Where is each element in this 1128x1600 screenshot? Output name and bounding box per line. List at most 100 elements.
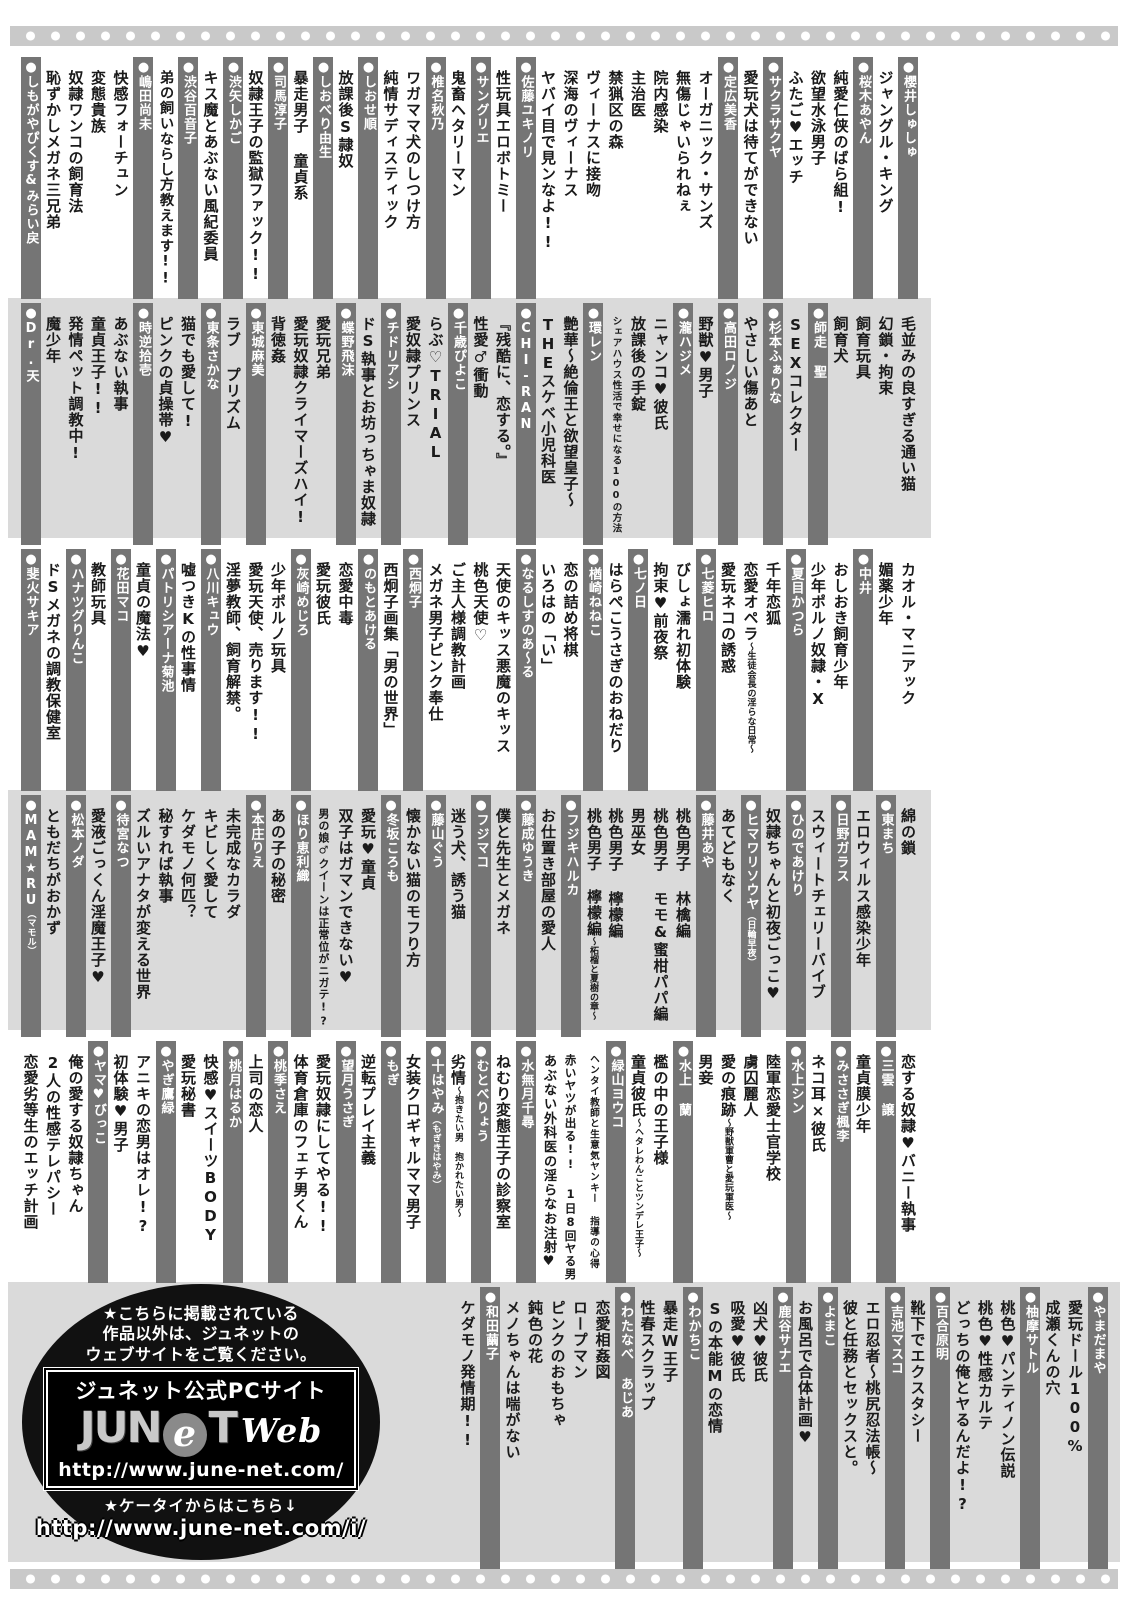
author-name: 楢崎ねねこ: [586, 567, 601, 637]
title-column: ズルいアナタが変える世界: [133, 795, 153, 1030]
author-name: 七ノ日: [631, 567, 646, 609]
title-text: 純情サディスティック: [381, 70, 400, 230]
title-column: アニキの恋男はオレ!?: [133, 1041, 153, 1276]
author-name: 望月うさぎ: [338, 1059, 354, 1129]
author-name: 杉本ふぁりな: [766, 321, 781, 405]
author-bar: 嶋田尚未: [133, 57, 153, 299]
title-text: 凶犬♥彼氏: [751, 1300, 769, 1383]
author-name: 藤山ぐう: [428, 813, 444, 869]
title-text: 暴走男子 童貞系: [291, 70, 310, 201]
title-column: ねむり変態王子の診察室: [493, 1041, 513, 1276]
title-text: 2人の性感テレパシー: [44, 1054, 62, 1217]
author-bar: 佐藤ユキノリ: [515, 57, 536, 299]
title-text: 奴隷ちゃんと初夜ごっこ♥: [764, 808, 782, 1003]
title-text: ケダモノ発情期!!: [458, 1300, 477, 1450]
author-bar: ひのであけり: [785, 795, 806, 1037]
title-text: 秘すれば執事: [156, 808, 175, 904]
author-bar: むとべりょう: [470, 1041, 491, 1283]
author-bar: のもとあける: [358, 549, 378, 791]
author-bar: 八川キュウ: [200, 549, 221, 791]
title-text: 純愛仁侠のばら組!: [831, 70, 850, 217]
author-name: やぎ鷹緑: [158, 1059, 174, 1115]
title-text: 初体験♥男子: [111, 1054, 130, 1153]
title-column: 桃色男子 檸檬編〜柘榴と夏樹の章〜: [583, 795, 603, 1030]
title-column: 天使のキッス悪魔のキッス: [493, 549, 513, 784]
author-bar: 望月うさぎ: [335, 1041, 356, 1283]
junet-promo-circle: ★こちらに掲載されている 作品以外は、ジュネットの ウェブサイトをご覧ください。…: [22, 1284, 380, 1560]
title-column: オーガニック・サンズ: [696, 57, 716, 292]
title-text: 愛玩兄弟: [314, 316, 332, 380]
title-column: 院内感染: [651, 57, 671, 292]
title-column: 迷う犬、誘う猫: [448, 795, 468, 1030]
title-column: 千年恋狐: [763, 549, 783, 784]
band-5: 恋する奴隷♥バニー執事三雲 譲童貞膜少年みささぎ楓李ネコ耳×彼氏水上シン陸軍恋愛…: [8, 1036, 931, 1283]
title-text: どっちの俺とヤるんだよ!?: [953, 1300, 972, 1514]
title-text: 童貞王子!!: [89, 316, 107, 418]
title-column: 桃色♥パンティノン伝説: [998, 1287, 1018, 1562]
author-name: わかちこ: [685, 1305, 701, 1361]
title-text: 媚薬少年: [876, 562, 895, 626]
author-name: 桃季さえ: [271, 1059, 286, 1115]
author-name: 高田ロノジ: [721, 321, 736, 391]
title-column: 桃色天使♡: [471, 549, 491, 784]
title-column: 恋愛相姦図: [593, 1287, 613, 1562]
author-name: MAM★RU: [23, 813, 39, 909]
title-text: おしおき飼育少年: [831, 562, 850, 690]
title-text: 桃色男子 檸檬編: [606, 808, 625, 939]
author-bar: しおべり由生: [313, 57, 333, 299]
author-name: のもとあける: [361, 567, 376, 651]
author-bar: 渋矢しかご: [223, 57, 243, 299]
title-text: あぶない外科医の淫らなお注射♥: [541, 1054, 556, 1271]
title-text: 弟の飼いならし方教えます!!: [157, 70, 174, 288]
title-text: 恋愛オペラ: [741, 562, 760, 642]
title-text: ロープマン: [571, 1300, 589, 1380]
title-column: 鈍色の花: [525, 1287, 545, 1562]
title-text: 愛玩彼氏: [314, 562, 332, 626]
author-bar: ヒマワリソウヤ（日輪早夜）: [740, 795, 761, 1037]
title-text: 桃色男子 檸檬編: [585, 808, 602, 937]
author-name: 藤井あや: [698, 813, 714, 869]
author-name: 櫻井しゅしゅ: [901, 75, 916, 159]
logo-e-circle-icon: e: [162, 1413, 207, 1458]
title-text: ふたご♥エッチ: [786, 70, 805, 185]
author-bar: 椎名秋乃: [425, 57, 446, 299]
author-name: しおべり由生: [316, 75, 331, 159]
title-text: 愛玩奴隷にしてやる!!: [314, 1054, 332, 1236]
title-text: 西炯子画集「男の世界」: [381, 562, 400, 738]
title-text: 愛玩奴隷クライマーズハイ!: [291, 316, 310, 527]
author-bar: 蝶野飛沫: [335, 303, 356, 545]
title-text: 僕と先生とメガネ: [494, 808, 512, 936]
title-column: 体育倉庫のフェチ男くん: [291, 1041, 311, 1276]
title-column: ケダモノ何匹？: [178, 795, 198, 1030]
title-column: 禁猟区の森: [606, 57, 626, 292]
title-text: ヘンタイ教師と生意気ヤンキー 指導の心得: [588, 1054, 599, 1270]
author-bar: MAM★RU（マモル）: [20, 795, 41, 1037]
pc-site-url: http://www.june-net.com/: [58, 1459, 344, 1482]
author-bar: 冬坂ころも: [380, 795, 401, 1037]
author-name: 吉池マスコ: [888, 1305, 903, 1375]
title-column: 愛玩ドール100%: [1065, 1287, 1085, 1562]
author-bar: 東まち: [875, 795, 896, 1037]
title-column: 彼と任務とセックスと。: [840, 1287, 860, 1562]
title-column: 桃色男子 檸檬編: [606, 795, 626, 1030]
title-text: ドS執事とお坊っちゃま奴隷: [359, 316, 377, 527]
author-name: 藤成ゆうき: [518, 813, 534, 883]
author-bar: 鹿谷サナエ: [772, 1287, 793, 1569]
author-bar: 東条さかな: [200, 303, 221, 545]
subtitle-text: 〜ヘタレわんことツンデレ王子〜: [633, 1118, 643, 1258]
author-name: パトリシアーナ菊池: [158, 567, 174, 693]
author-bar: 中井: [853, 549, 873, 791]
author-bar: 花田マコ: [110, 549, 131, 791]
title-text: エロ忍者〜桃尻忍法帳〜: [863, 1300, 882, 1476]
title-text: 嘘つきKの性事情: [179, 562, 197, 693]
band-4: 綿の鎖東まちエロウィルス感染少年日野ガラススウィートチェリーバイブひのであけり奴…: [8, 790, 931, 1037]
author-name: 渋矢しかご: [226, 75, 241, 145]
title-text: シェアハウス性活で幸せになる100の方法: [610, 316, 622, 534]
title-text: 逆転プレイ主義: [359, 1054, 377, 1166]
author-bar: みささぎ楓李: [830, 1041, 851, 1283]
title-text: 体育倉庫のフェチ男くん: [291, 1054, 310, 1230]
title-text: 深海のヴィーナス: [561, 70, 580, 198]
title-text: 男妾: [696, 1054, 715, 1086]
title-text: ズルいアナタが変える世界: [134, 808, 152, 1000]
